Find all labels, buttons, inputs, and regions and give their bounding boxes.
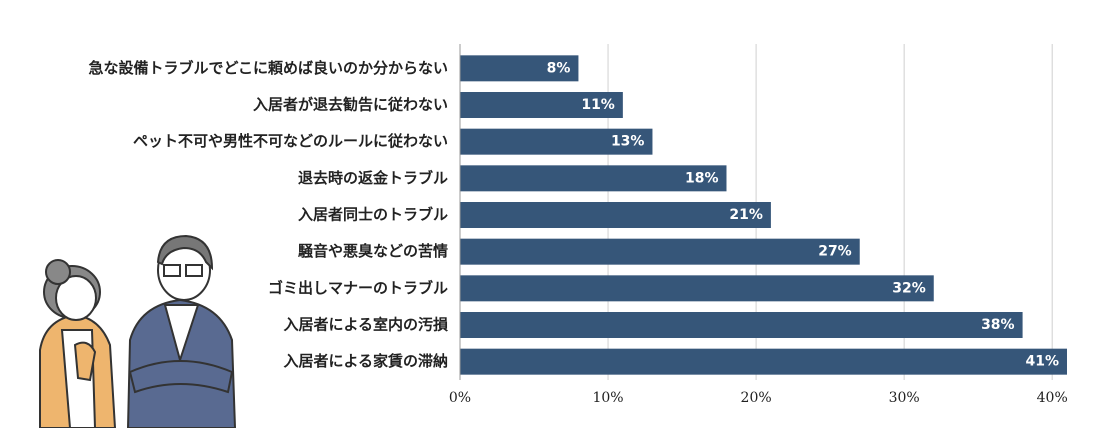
illustration xyxy=(39,234,237,428)
bar xyxy=(460,202,771,228)
x-tick-label: 0% xyxy=(449,390,471,406)
category-label: 入居者同士のトラブル xyxy=(298,206,448,224)
x-tick-label: 10% xyxy=(592,390,623,406)
value-label: 32% xyxy=(892,280,926,296)
x-tick-label: 40% xyxy=(1037,390,1068,406)
value-label: 38% xyxy=(981,317,1015,333)
category-label: ペット不可や男性不可などのルールに従わない xyxy=(133,132,448,150)
bar xyxy=(460,165,727,192)
category-label: ゴミ出しマナーのトラブル xyxy=(268,279,448,297)
value-label: 11% xyxy=(581,97,615,113)
value-label: 41% xyxy=(1025,354,1059,370)
category-label: 騒音や悪臭などの苦情 xyxy=(298,242,448,260)
x-tick-label: 30% xyxy=(889,390,920,406)
value-label: 21% xyxy=(729,207,763,223)
category-label: 入居者による家賃の滞納 xyxy=(283,352,448,370)
bar xyxy=(460,238,860,265)
category-label: 入居者が退去勧告に従わない xyxy=(253,96,448,114)
bar xyxy=(460,128,653,155)
category-label: 入居者による室内の汚損 xyxy=(283,316,449,334)
bar xyxy=(460,92,623,118)
value-label: 18% xyxy=(685,170,719,186)
value-label: 13% xyxy=(611,134,645,150)
bar xyxy=(460,348,1067,375)
category-label: 退去時の返金トラブル xyxy=(298,169,448,187)
value-label: 8% xyxy=(547,60,571,76)
bar xyxy=(460,55,579,82)
category-label: 急な設備トラブルでどこに頼めば良いのか分からない xyxy=(88,59,448,77)
bar xyxy=(460,275,934,302)
x-tick-label: 20% xyxy=(741,390,772,406)
value-label: 27% xyxy=(818,244,852,260)
bar xyxy=(460,312,1023,338)
